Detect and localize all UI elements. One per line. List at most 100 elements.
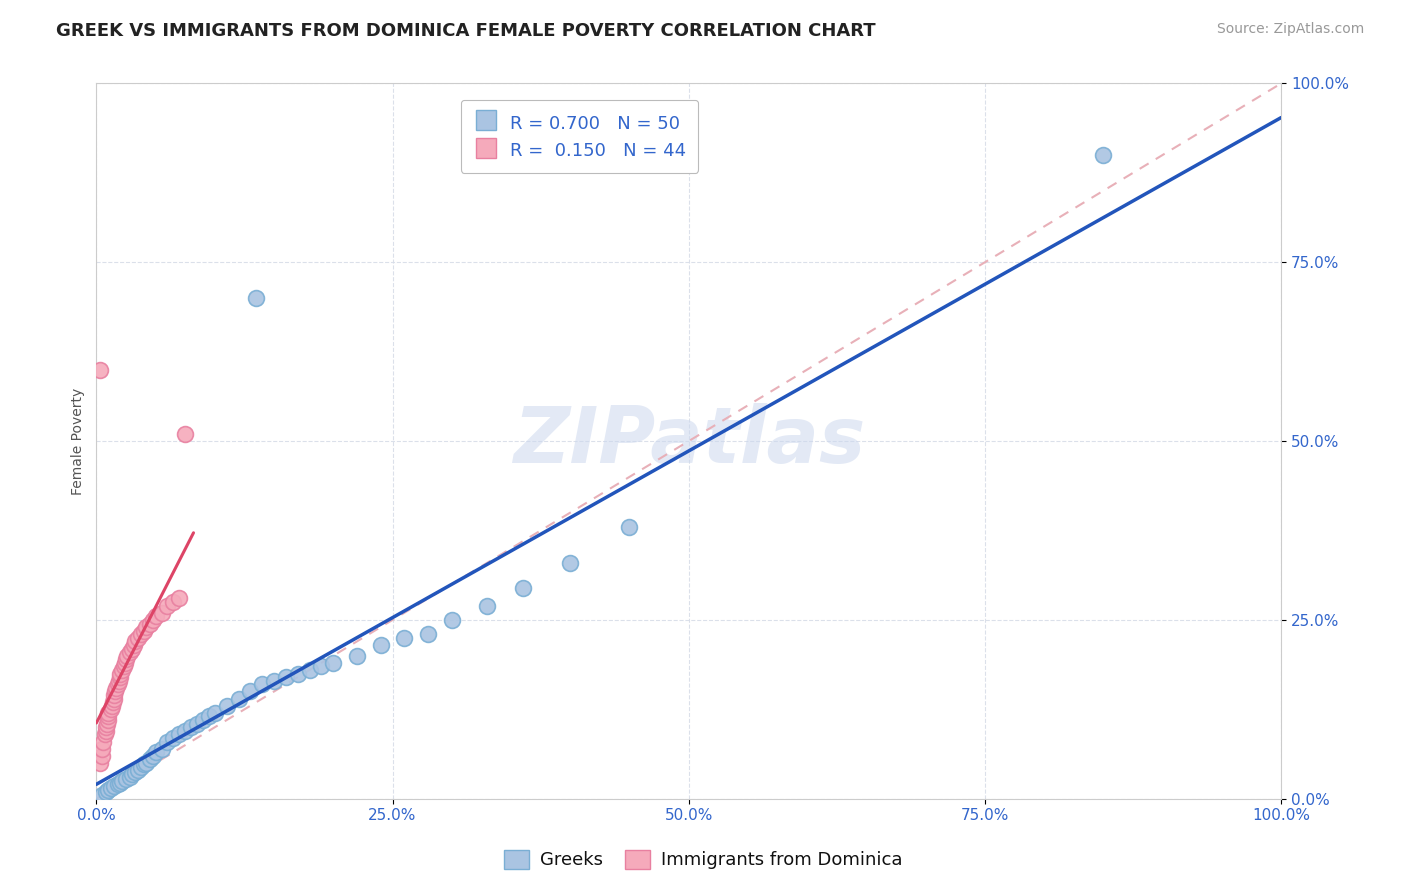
Point: [115, 652, 138, 666]
Point: [174, 723, 197, 738]
Point: [122, 638, 145, 652]
Point: [346, 648, 368, 663]
Point: [111, 773, 134, 788]
Point: [100, 702, 122, 716]
Point: [370, 638, 392, 652]
Point: [311, 659, 333, 673]
Point: [298, 663, 321, 677]
Point: [103, 691, 125, 706]
Point: [108, 666, 131, 681]
Point: [97, 706, 120, 720]
Point: [135, 756, 157, 770]
Point: [114, 656, 136, 670]
Point: [287, 666, 309, 681]
Point: [107, 777, 129, 791]
Point: [156, 599, 179, 613]
Point: [94, 784, 117, 798]
Point: [228, 691, 250, 706]
Point: [93, 727, 115, 741]
Point: [132, 757, 155, 772]
Point: [118, 770, 141, 784]
Point: [100, 780, 122, 795]
Point: [169, 727, 191, 741]
Point: [105, 681, 128, 695]
Point: [103, 688, 125, 702]
Point: [477, 599, 499, 613]
Point: [198, 709, 221, 723]
Point: [204, 706, 226, 720]
Point: [111, 663, 134, 677]
Point: [150, 741, 173, 756]
Legend: Greeks, Immigrants from Dominica: Greeks, Immigrants from Dominica: [495, 841, 911, 879]
Point: [115, 648, 138, 663]
Point: [91, 748, 114, 763]
Point: [263, 673, 285, 688]
Point: [245, 291, 267, 305]
Point: [169, 591, 191, 606]
Text: ZIPatlas: ZIPatlas: [513, 403, 865, 479]
Point: [142, 613, 165, 627]
Point: [239, 684, 262, 698]
Y-axis label: Female Poverty: Female Poverty: [72, 387, 86, 495]
Point: [118, 645, 141, 659]
Point: [394, 631, 416, 645]
Point: [440, 613, 463, 627]
Point: [560, 556, 582, 570]
Point: [89, 756, 111, 770]
Point: [180, 720, 202, 734]
Point: [94, 720, 117, 734]
Point: [127, 631, 149, 645]
Point: [138, 752, 160, 766]
Point: [115, 772, 138, 786]
Point: [142, 748, 165, 763]
Point: [107, 677, 129, 691]
Point: [135, 620, 157, 634]
Point: [145, 745, 167, 759]
Point: [162, 595, 184, 609]
Point: [156, 734, 179, 748]
Text: GREEK VS IMMIGRANTS FROM DOMINICA FEMALE POVERTY CORRELATION CHART: GREEK VS IMMIGRANTS FROM DOMINICA FEMALE…: [56, 22, 876, 40]
Point: [101, 695, 124, 709]
Point: [108, 673, 131, 688]
Point: [215, 698, 238, 713]
Point: [512, 581, 534, 595]
Legend: R = 0.700   N = 50, R =  0.150   N = 44: R = 0.700 N = 50, R = 0.150 N = 44: [461, 100, 699, 173]
Point: [1092, 148, 1115, 162]
Point: [191, 713, 214, 727]
Point: [108, 776, 131, 790]
Point: [96, 716, 118, 731]
Point: [138, 616, 160, 631]
Point: [250, 677, 273, 691]
Point: [97, 709, 120, 723]
Point: [127, 763, 149, 777]
Point: [93, 734, 115, 748]
Point: [145, 609, 167, 624]
Point: [121, 766, 143, 780]
Point: [89, 362, 111, 376]
Point: [103, 779, 125, 793]
Point: [94, 723, 117, 738]
Point: [91, 788, 114, 802]
Point: [100, 698, 122, 713]
Point: [162, 731, 184, 745]
Point: [97, 713, 120, 727]
Point: [121, 641, 143, 656]
Point: [186, 716, 208, 731]
Point: [150, 606, 173, 620]
Point: [97, 783, 120, 797]
Point: [131, 759, 153, 773]
Point: [619, 520, 641, 534]
Point: [124, 634, 146, 648]
Point: [174, 426, 197, 441]
Point: [322, 656, 344, 670]
Point: [108, 670, 131, 684]
Point: [91, 741, 114, 756]
Point: [274, 670, 297, 684]
Point: [124, 764, 146, 779]
Point: [416, 627, 439, 641]
Point: [112, 659, 135, 673]
Point: [132, 624, 155, 638]
Text: Source: ZipAtlas.com: Source: ZipAtlas.com: [1216, 22, 1364, 37]
Point: [131, 627, 153, 641]
Point: [104, 684, 127, 698]
